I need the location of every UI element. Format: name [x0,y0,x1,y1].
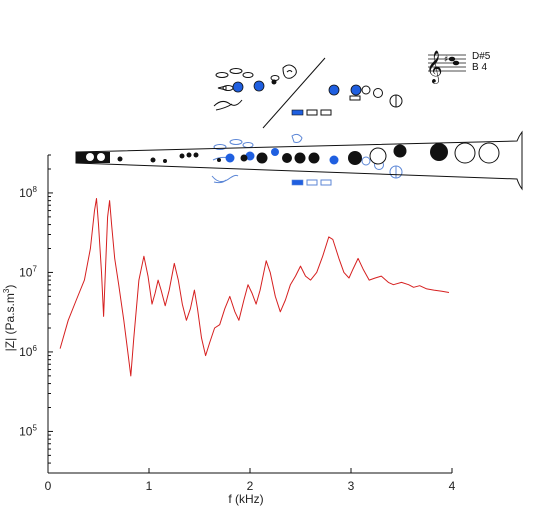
treble-clef-icon: 𝄞 [426,50,443,84]
instrument-body [75,130,523,191]
y-axis-ticks: 105 106 107 108 [19,154,53,474]
key-blue-1 [225,153,235,163]
key-filled-3 [271,79,277,85]
y-tick-label: 108 [19,185,37,200]
x-tick-label: 4 [449,479,456,493]
mouthpiece-ring-2 [97,153,105,161]
mouthpiece-ring-1 [86,153,94,161]
key-filled-5 [350,84,362,96]
key-blue-rect [291,179,304,186]
key-blue-4 [329,155,339,165]
key-blue-3 [271,148,279,156]
staff-note-1: D#5 [472,51,491,62]
key-filled-6 [291,109,304,116]
diagram-divider [262,57,326,129]
key-filled-2 [253,80,265,92]
instrument-outline [75,130,523,191]
note-head-2 [452,60,460,66]
x-axis-label: f (kHz) [228,492,263,506]
fingering-diagram [211,57,403,186]
x-tick-label: 0 [45,479,52,493]
note-head-1 [448,56,456,62]
x-tick-label: 1 [146,479,153,493]
staff-note-2: B 4 [472,62,487,73]
music-staff: 𝄞 ♯ D#5 B 4 [426,50,491,84]
key-filled-4 [328,84,340,96]
impedance-series-line [59,198,450,377]
tone-holes [117,143,448,165]
y-tick-label: 107 [19,264,37,279]
key-filled-1 [232,81,244,93]
x-tick-label: 2 [247,479,254,493]
y-tick-label: 106 [19,344,37,359]
key-blue-2 [245,151,255,161]
y-axis-label: |Z| (Pa.s.m3) [2,285,17,352]
open-tone-holes [369,142,500,165]
x-axis-ticks: 0 1 2 3 4 [45,468,456,493]
x-tick-label: 3 [348,479,355,493]
sharp-icon: ♯ [444,55,448,65]
y-tick-label: 105 [19,423,37,438]
plot-area: 0 1 2 3 4 105 106 107 108 [19,154,456,493]
